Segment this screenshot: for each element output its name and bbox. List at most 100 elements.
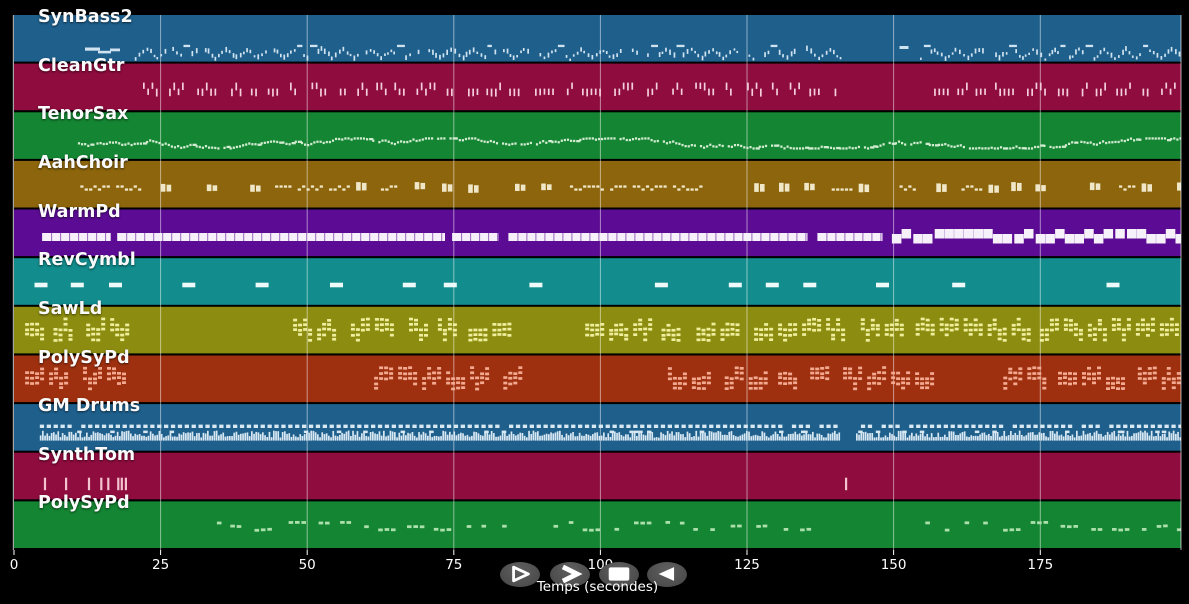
note-mark xyxy=(1021,337,1026,341)
note-mark xyxy=(1087,323,1092,327)
note-mark xyxy=(369,233,371,241)
note-mark xyxy=(587,53,590,57)
note-mark xyxy=(997,328,1002,332)
note-mark xyxy=(888,141,891,145)
note-mark xyxy=(414,322,418,326)
note-mark xyxy=(393,142,396,146)
note-mark xyxy=(297,233,299,241)
note-mark xyxy=(811,147,814,150)
note-mark xyxy=(114,435,117,441)
note-mark xyxy=(870,327,875,331)
play-button[interactable] xyxy=(500,561,540,587)
note-mark xyxy=(631,432,634,441)
note-mark xyxy=(820,145,823,148)
note-mark xyxy=(286,433,288,441)
note-mark xyxy=(853,382,858,386)
note-mark xyxy=(499,435,502,441)
note-mark xyxy=(332,430,335,441)
note-mark xyxy=(1049,145,1052,149)
note-mark xyxy=(1104,435,1107,441)
note-mark xyxy=(1043,432,1045,441)
note-mark xyxy=(323,48,326,54)
note-mark xyxy=(578,424,583,428)
note-mark xyxy=(699,430,702,441)
note-mark xyxy=(431,437,434,441)
note-mark xyxy=(764,323,769,326)
note-mark xyxy=(236,525,242,528)
note-mark xyxy=(264,435,266,441)
note-mark xyxy=(649,432,651,441)
stop-button[interactable] xyxy=(599,561,639,587)
note-mark xyxy=(841,333,846,336)
note-mark xyxy=(702,432,704,441)
note-mark xyxy=(209,435,211,441)
note-mark xyxy=(954,323,959,326)
note-mark xyxy=(992,327,997,331)
note-mark xyxy=(310,142,313,146)
track-notes-10 xyxy=(216,521,1181,532)
note-mark xyxy=(1021,434,1023,441)
note-mark xyxy=(107,477,110,491)
note-mark xyxy=(229,147,232,150)
note-mark xyxy=(631,82,634,90)
note-mark xyxy=(651,432,654,441)
note-mark xyxy=(288,521,294,524)
note-mark xyxy=(429,430,434,434)
note-mark xyxy=(260,424,265,428)
note-mark xyxy=(233,432,236,441)
note-mark xyxy=(118,142,121,145)
note-mark xyxy=(585,434,588,441)
note-mark xyxy=(944,323,949,327)
note-mark xyxy=(894,142,897,145)
note-mark xyxy=(676,44,685,48)
note-mark xyxy=(1018,377,1023,381)
note-mark xyxy=(1026,328,1031,331)
note-mark xyxy=(961,432,964,441)
note-mark xyxy=(1097,371,1101,375)
note-mark xyxy=(829,146,833,149)
note-mark xyxy=(266,437,269,441)
note-mark xyxy=(537,431,539,441)
note-mark xyxy=(468,137,471,140)
note-mark xyxy=(212,424,217,428)
note-mark xyxy=(1082,430,1085,441)
note-mark xyxy=(246,432,249,441)
note-mark xyxy=(920,386,925,390)
note-mark xyxy=(483,333,488,337)
note-mark xyxy=(1060,44,1066,48)
note-mark xyxy=(697,53,700,58)
note-mark xyxy=(1087,366,1091,370)
note-mark xyxy=(709,143,712,146)
note-mark xyxy=(317,434,319,441)
note-mark xyxy=(820,435,823,441)
note-mark xyxy=(788,377,793,380)
note-mark xyxy=(1111,376,1115,380)
note-mark xyxy=(1054,47,1056,53)
note-mark xyxy=(695,430,698,441)
fast-forward-button[interactable] xyxy=(550,561,590,587)
note-mark xyxy=(1098,433,1100,441)
note-mark xyxy=(566,138,570,141)
note-mark xyxy=(862,233,864,241)
note-mark xyxy=(308,339,313,342)
rewind-button[interactable] xyxy=(647,561,687,587)
note-mark xyxy=(930,323,935,327)
note-mark xyxy=(1024,229,1034,239)
note-mark xyxy=(579,138,582,141)
note-mark xyxy=(788,323,793,326)
note-mark xyxy=(166,184,172,192)
note-mark xyxy=(1152,366,1157,370)
note-mark xyxy=(688,424,693,428)
note-mark xyxy=(973,323,978,327)
note-mark xyxy=(120,328,125,331)
note-mark xyxy=(333,233,335,241)
note-mark xyxy=(503,386,508,390)
note-mark xyxy=(512,55,515,60)
note-mark xyxy=(196,433,198,441)
note-mark xyxy=(356,431,359,441)
note-mark xyxy=(888,424,893,428)
note-mark xyxy=(676,82,679,90)
tick-mark-25 xyxy=(160,550,162,555)
note-mark xyxy=(660,432,662,441)
note-mark xyxy=(432,377,437,380)
